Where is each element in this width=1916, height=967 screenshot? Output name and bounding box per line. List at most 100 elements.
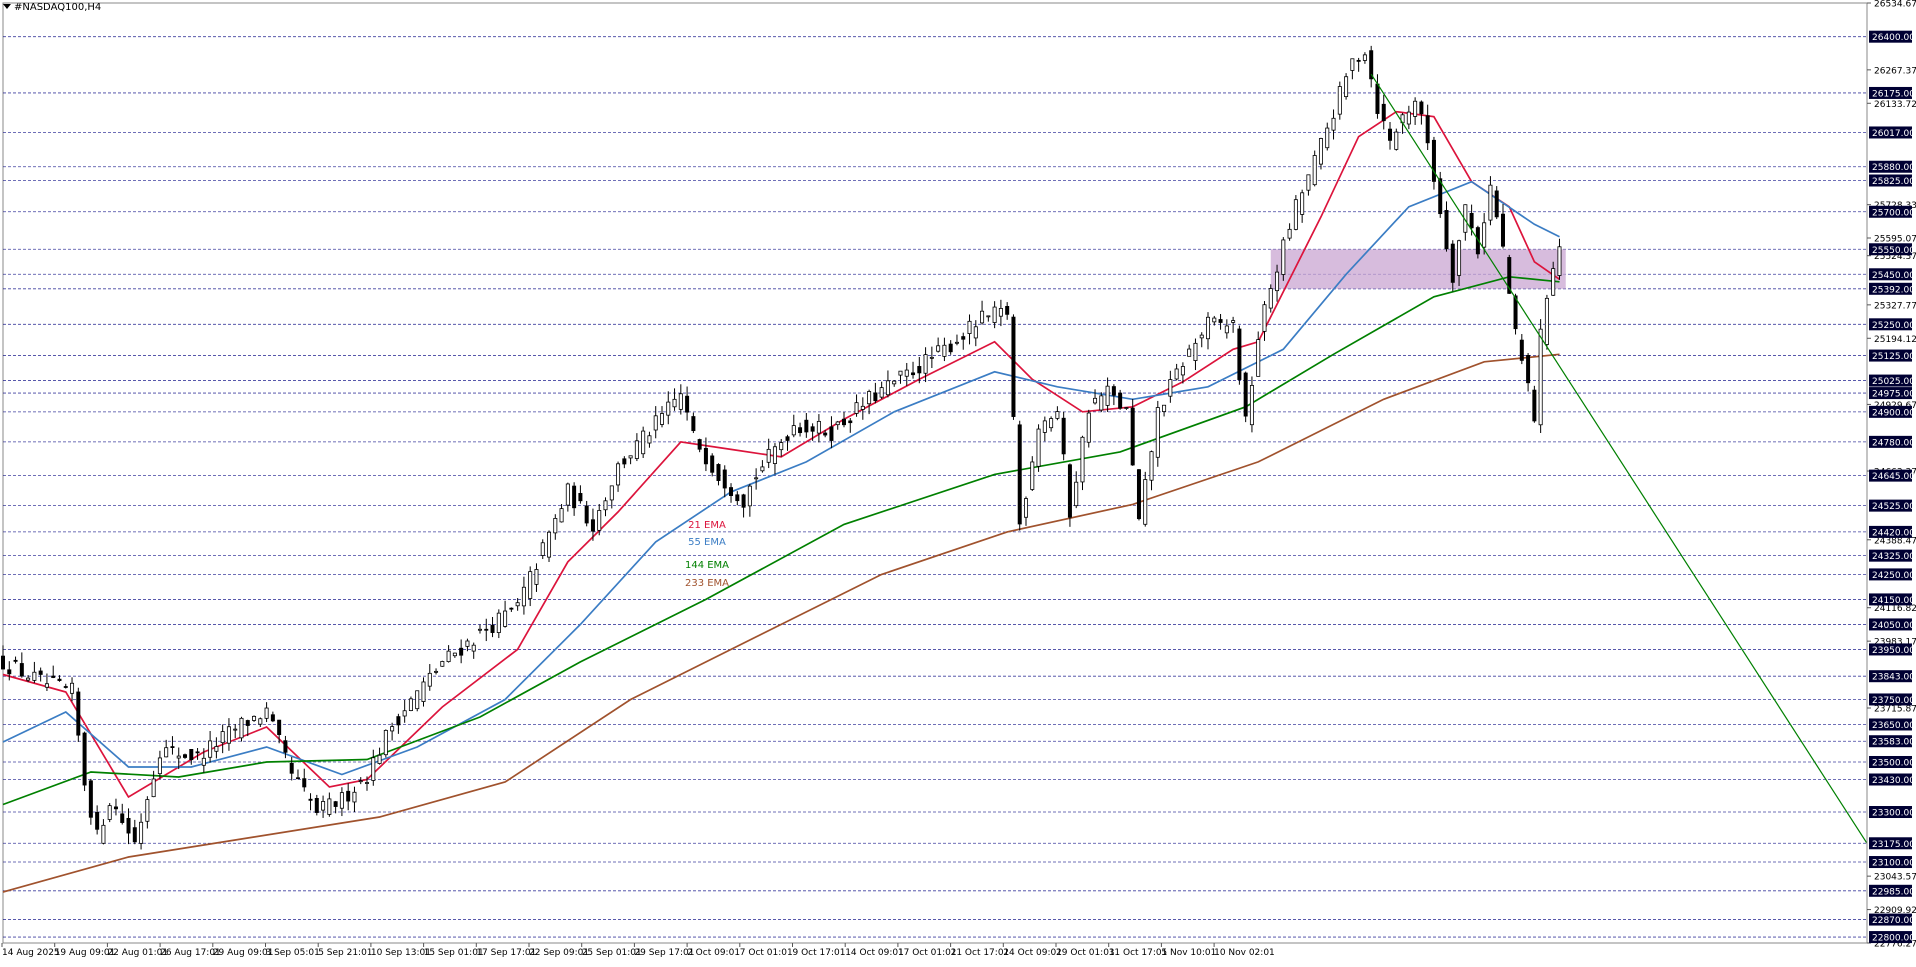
time-tick-label: 5 Sep 21:01 [318, 948, 372, 958]
candle-body [1325, 127, 1330, 149]
candle-body [1231, 320, 1236, 323]
price-level-label: 24050.00 [1872, 621, 1915, 631]
candle-body [0, 655, 6, 670]
price-level-label: 24150.00 [1872, 596, 1915, 606]
candle-body [1312, 155, 1317, 186]
candle-body [339, 792, 344, 809]
candle-body [641, 430, 646, 455]
candle-body [145, 799, 150, 822]
candle-body [352, 791, 357, 803]
candle-body [1243, 372, 1248, 417]
price-level-badge [1869, 931, 1912, 944]
candle-body [1124, 407, 1129, 409]
price-level-label: 25700.00 [1872, 208, 1915, 218]
candle-body [408, 698, 413, 711]
time-tick-label: 29 Aug 09:01 [213, 948, 274, 958]
plot-frame [2, 2, 1868, 944]
candle-body [1256, 339, 1261, 377]
price-level-badge [1869, 618, 1912, 631]
candle-body [1331, 117, 1336, 131]
candle-body [547, 531, 552, 558]
candle-body [1174, 368, 1179, 380]
time-tick-label: 10 Sep 13:01 [371, 948, 431, 958]
price-level-badge [1869, 884, 1912, 897]
price-tick-label: 23043.57 [1874, 873, 1916, 883]
candle-body [1049, 418, 1054, 429]
candle-body [490, 624, 495, 633]
price-level-badge [1869, 670, 1912, 683]
candle-body [710, 455, 715, 473]
candle-body [1450, 243, 1455, 283]
candle-body [1118, 392, 1123, 409]
candle-body [779, 442, 784, 451]
time-tick-label: 25 Sep 01:01 [582, 948, 642, 958]
candle-body [540, 542, 545, 556]
candle-body [911, 372, 916, 376]
price-level-badge [1869, 837, 1912, 850]
price-level-badge [1869, 806, 1912, 819]
candle-body [1532, 389, 1537, 422]
time-tick-label: 17 Sep 17:01 [476, 948, 536, 958]
price-level-label: 22870.00 [1872, 916, 1915, 926]
price-level-badge [1869, 755, 1912, 768]
candle-body [1111, 386, 1116, 396]
candle-body [415, 690, 420, 710]
candle-body [465, 640, 470, 647]
price-level-label: 24250.00 [1872, 571, 1915, 581]
candle-body [565, 483, 570, 506]
candle-body [1381, 103, 1386, 122]
candle-body [126, 817, 131, 834]
candle-body [377, 754, 382, 764]
candle-body [471, 644, 476, 652]
candle-body [1024, 498, 1029, 518]
price-level-label: 24645.00 [1872, 472, 1915, 482]
candle-body [459, 647, 464, 656]
candle-body [440, 661, 445, 667]
candle-body [371, 757, 376, 781]
candle-body [1369, 50, 1374, 80]
candle-body [477, 628, 482, 631]
candle-body [741, 494, 746, 508]
candle-body [603, 500, 608, 511]
candle-body [766, 448, 771, 463]
candle-body [823, 432, 828, 436]
price-level-label: 25250.00 [1872, 321, 1915, 331]
price-tick-label: 24388.47 [1874, 536, 1916, 546]
price-level-label: 22985.00 [1872, 887, 1915, 897]
price-level-badge [1869, 318, 1912, 331]
price-level-label: 24525.00 [1872, 502, 1915, 512]
price-level-label: 23430.00 [1872, 776, 1915, 786]
candle-body [164, 747, 169, 758]
price-tick-label: 23983.17 [1874, 638, 1916, 648]
candle-body [496, 612, 501, 633]
candle-body [553, 518, 558, 534]
candle-body [1318, 138, 1323, 165]
candle-body [239, 717, 244, 739]
candle-body [791, 425, 796, 436]
price-level-badge [1869, 30, 1912, 43]
time-tick-label: 31 Oct 17:01 [1109, 948, 1168, 958]
price-tick-label: 25595.07 [1874, 235, 1916, 245]
candle-body [722, 469, 727, 489]
candle-body [1425, 115, 1430, 144]
price-level-label: 24325.00 [1872, 552, 1915, 562]
candle-body [295, 777, 300, 780]
candle-body [1513, 295, 1518, 330]
candle-body [1036, 428, 1041, 467]
candle-body [214, 746, 219, 752]
candle-body [892, 380, 897, 385]
candle-body [760, 466, 765, 472]
price-level-badge [1869, 499, 1912, 512]
candle-body [26, 677, 31, 681]
price-tick-label: 26534.67 [1874, 0, 1916, 10]
price-tick-label: 26133.72 [1874, 100, 1916, 110]
price-level-badge [1869, 525, 1912, 538]
candle-body [685, 395, 690, 413]
candle-body [597, 510, 602, 531]
candle-body [1262, 304, 1267, 332]
candle-body [170, 746, 175, 748]
candle-body [572, 485, 577, 509]
time-tick-label: 14 Oct 09:01 [845, 948, 904, 958]
price-level-badge [1869, 773, 1912, 786]
